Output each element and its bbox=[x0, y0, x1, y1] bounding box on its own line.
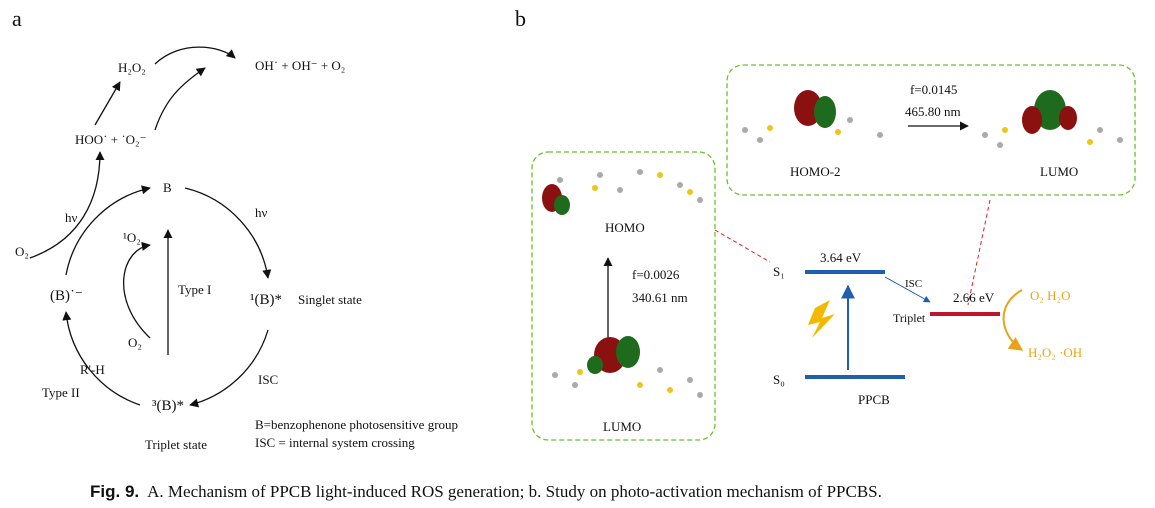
level bbox=[805, 375, 905, 379]
state: Triplet bbox=[893, 311, 926, 325]
arrow bbox=[123, 241, 151, 339]
state: S₀ bbox=[773, 372, 785, 387]
chem: ¹O₂ bbox=[123, 230, 141, 245]
annotation: 465.80 nm bbox=[905, 104, 961, 119]
annotation: 340.61 nm bbox=[632, 290, 688, 305]
arrow bbox=[184, 187, 272, 279]
chem: OH˙ + OH⁻ + O₂ bbox=[255, 58, 345, 73]
chem: hν bbox=[255, 205, 268, 220]
arrow bbox=[62, 311, 141, 406]
arrow bbox=[65, 185, 151, 276]
orbital: LUMO bbox=[1040, 164, 1078, 179]
link bbox=[714, 229, 771, 263]
molecule bbox=[552, 336, 703, 398]
label: ISC bbox=[258, 372, 278, 387]
orbital: HOMO bbox=[605, 220, 645, 235]
panel-label: b bbox=[515, 6, 526, 31]
level bbox=[805, 270, 885, 274]
energy: 2.66 eV bbox=[953, 290, 995, 305]
chem: (B)˙⁻ bbox=[50, 288, 83, 304]
legend: ISC = internal system crossing bbox=[255, 435, 415, 450]
box bbox=[726, 64, 1136, 196]
chem: ¹(B)* bbox=[250, 292, 282, 308]
arrow bbox=[1002, 289, 1024, 351]
label: Singlet state bbox=[298, 292, 362, 307]
chem: ³(B)* bbox=[152, 398, 184, 414]
box bbox=[531, 151, 716, 441]
chem: H₂O₂ bbox=[118, 60, 146, 75]
ros: O₂ H₂O bbox=[1030, 288, 1070, 303]
energy: 3.64 eV bbox=[820, 250, 862, 265]
annotation: f=0.0145 bbox=[910, 82, 957, 97]
panel-label: a bbox=[12, 6, 22, 31]
caption: Fig. 9. A. Mechanism of PPCB light-induce… bbox=[90, 482, 882, 501]
chem: O₂ bbox=[15, 244, 29, 259]
arrow bbox=[94, 81, 121, 126]
annotation: f=0.0026 bbox=[632, 267, 680, 282]
label: ISC bbox=[905, 278, 922, 290]
link bbox=[967, 199, 991, 306]
arrow bbox=[29, 151, 105, 259]
molecule bbox=[982, 90, 1123, 148]
label: Triplet state bbox=[145, 437, 207, 452]
legend: B=benzophenone photosensitive group bbox=[255, 417, 458, 432]
arrow bbox=[154, 46, 236, 65]
arrow bbox=[189, 329, 269, 408]
arrow bbox=[884, 276, 931, 303]
caption-text: A. Mechanism of PPCB light-induced ROS g… bbox=[147, 482, 882, 501]
arrow bbox=[154, 67, 206, 131]
label: R'-H bbox=[80, 362, 105, 377]
label: Type II bbox=[42, 385, 80, 400]
molecule bbox=[742, 90, 883, 143]
molecule bbox=[542, 169, 703, 215]
lightning bbox=[808, 300, 835, 338]
chem: O₂ bbox=[128, 335, 142, 350]
chem: hν bbox=[65, 210, 78, 225]
label: Type I bbox=[178, 282, 211, 297]
state: S₁ bbox=[773, 264, 785, 279]
orbital: LUMO bbox=[603, 419, 641, 434]
chem: HOO˙ + ˙O₂⁻ bbox=[75, 132, 146, 147]
label: PPCB bbox=[858, 392, 890, 407]
caption-label: Fig. 9. bbox=[90, 482, 139, 501]
chem: B bbox=[163, 180, 172, 195]
orbital: HOMO-2 bbox=[790, 164, 841, 179]
ros: H₂O₂ ·OH bbox=[1028, 345, 1082, 360]
level bbox=[930, 312, 1000, 316]
